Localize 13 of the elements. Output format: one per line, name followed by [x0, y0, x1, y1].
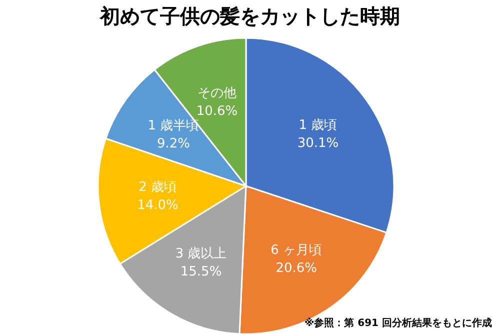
data-label: 15.5%	[180, 264, 222, 280]
slice-label: その他	[197, 86, 236, 102]
data-label: 9.2%	[156, 136, 190, 152]
slice-label: 3 歳以上	[175, 246, 227, 262]
slice-label: 2 歳頃	[138, 180, 177, 196]
data-label: 30.1%	[297, 136, 339, 152]
slice-label: 1 歳頃	[298, 118, 338, 134]
data-label: 10.6%	[196, 104, 238, 120]
slice-label: 6 ヶ月頃	[270, 243, 322, 258]
data-label: 20.6%	[276, 261, 318, 276]
data-label: 14.0%	[137, 198, 178, 214]
text: ※参照：第 691 回分析結果をもとに作成	[304, 317, 492, 329]
chart-title: 初めて子供の髪をカットした時期	[99, 4, 400, 28]
